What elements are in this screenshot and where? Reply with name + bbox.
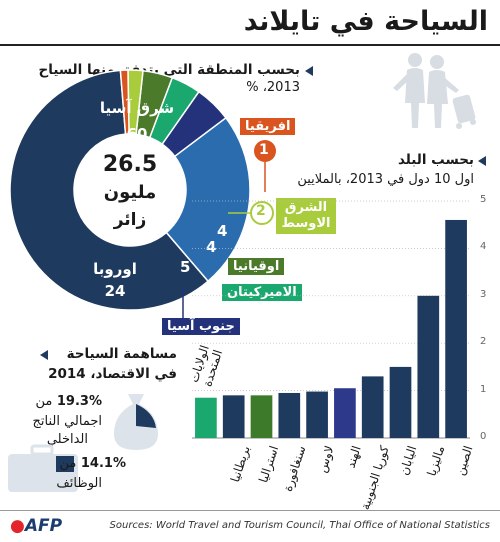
y-tick-label: 2 [480,336,487,348]
economy-heading-marker [40,350,48,360]
oceania-label: اوقيانيا [228,258,285,275]
south-asia-value: 5 [180,258,191,276]
label-east-asia: شرق آسيا 60 [92,95,182,147]
center-value: 26.5 [102,152,158,177]
source-note: Sources: World Travel and Tourism Counci… [109,520,490,531]
title-rule [0,44,500,46]
region-heading-marker [305,66,313,76]
travellers-illustration [393,53,476,129]
gdp-text3: الداخلي [46,432,88,447]
americas-label: الاميركيتان [222,284,302,301]
oceania-value: 4 [217,222,228,240]
americas-value: 4 [206,238,217,256]
y-tick-label: 0 [480,431,487,442]
bar-6 [278,392,301,438]
afp-logo-text: AFP [24,516,63,536]
africa-connector [254,140,276,192]
gdp-text1: من [35,394,53,409]
bar-7 [250,395,273,438]
y-tick-label: 1 [480,383,487,395]
footer-rule [0,510,500,511]
jobs-text1: من [59,456,77,471]
center-unit: مليون [103,182,157,203]
page-title: السياحة في تايلاند [243,6,488,37]
east-asia-name: شرق آسيا [99,99,175,117]
donut-center [74,134,186,246]
middle-east-name: الشرق الاوسط [281,200,331,231]
center-label: زائر [113,210,147,230]
africa-label: افريقيا [240,118,296,135]
bar-0 [445,219,467,438]
middle-east-value: 2 [256,203,266,219]
country-heading-marker [478,156,486,166]
y-tick-label: 3 [480,288,487,300]
jobs-value: 14.1% [80,456,126,471]
money-bag-icon [114,394,158,450]
jobs-line1: 14.1% من [60,456,127,471]
label-europe: اوروبا 24 [70,258,160,302]
bar-5 [306,391,328,438]
bar-2 [389,366,412,438]
africa-value: 1 [259,142,269,158]
middle-east-label: الشرق الاوسط [276,198,336,234]
bar-8 [222,395,245,438]
afp-logo: ●AFP [10,516,63,536]
country-heading: بحسب البلد [397,152,474,168]
gdp-text2: اجمالي الناتج [32,414,102,429]
economy-heading: مساهمة السياحة [66,346,177,362]
bar-3 [361,376,384,438]
gdp-line1: 19.3% من [36,394,103,409]
country-subheading: اول 10 دول في 2013، بالملايين [297,172,474,187]
south-asia-label: جنوب آسيا [162,318,240,335]
economy-subheading: في الاقتصاد، 2014 [48,366,177,382]
y-tick-label: 4 [480,241,487,253]
gdp-value: 19.3% [56,394,102,409]
east-asia-value: 60 [126,125,148,143]
bar-1 [417,295,440,438]
europe-name: اوروبا [93,260,137,278]
bar-9 [195,397,217,438]
y-tick-label: 5 [480,194,487,205]
bar-4 [334,388,356,438]
south-asia-connector [182,288,184,320]
region-subheading: 2013، % [246,80,300,95]
jobs-text2: الوظائف [56,476,102,491]
europe-value: 24 [104,282,126,300]
middle-east-connector [228,201,274,225]
briefcase-icon [8,444,78,492]
